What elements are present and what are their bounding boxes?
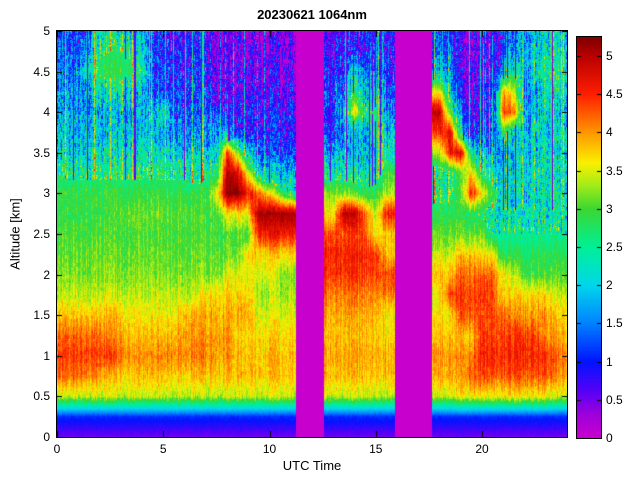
colorbar xyxy=(576,36,602,439)
y-tick-label: 0 xyxy=(43,430,50,444)
colorbar-tick-label: 4 xyxy=(606,125,613,140)
colorbar-tick-label: 0 xyxy=(606,431,613,445)
colorbar-tick-label: 2.5 xyxy=(606,240,623,255)
y-tick-label: 4 xyxy=(43,105,50,120)
y-tick-label: 3 xyxy=(43,186,50,201)
x-tick-label: 10 xyxy=(262,442,277,456)
colorbar-tick-label: 0.5 xyxy=(606,392,623,407)
x-tick-label: 15 xyxy=(369,442,383,456)
colorbar-tick-label: 2 xyxy=(606,278,613,293)
heatmap-canvas xyxy=(57,31,567,437)
y-tick-label: 3.5 xyxy=(33,145,50,160)
y-tick-label: 2.5 xyxy=(33,227,50,241)
colorbar-canvas xyxy=(577,37,601,438)
y-tick-label: 5 xyxy=(43,24,50,38)
y-tick-label: 0.5 xyxy=(33,389,50,404)
x-tick-label: 20 xyxy=(475,442,489,456)
y-tick-label: 2 xyxy=(43,267,50,282)
colorbar-tick-label: 3 xyxy=(606,201,613,216)
colorbar-tick-label: 3.5 xyxy=(606,163,623,178)
y-tick-label: 1.5 xyxy=(33,308,50,323)
plot-area xyxy=(56,30,568,438)
x-tick-label: 0 xyxy=(53,442,61,456)
colorbar-tick-label: 1 xyxy=(606,354,613,369)
x-tick-label: 5 xyxy=(159,442,167,456)
y-axis-label: Altitude [km] xyxy=(7,198,23,270)
y-tick-label: 4.5 xyxy=(33,64,50,79)
y-tick-label: 1 xyxy=(43,348,50,363)
plot-title: 20230621 1064nm xyxy=(257,7,367,22)
x-axis-label: UTC Time xyxy=(282,458,342,473)
colorbar-tick-label: 5 xyxy=(606,49,613,64)
colorbar-tick-label: 4.5 xyxy=(606,87,623,102)
colorbar-tick-label: 1.5 xyxy=(606,316,623,331)
